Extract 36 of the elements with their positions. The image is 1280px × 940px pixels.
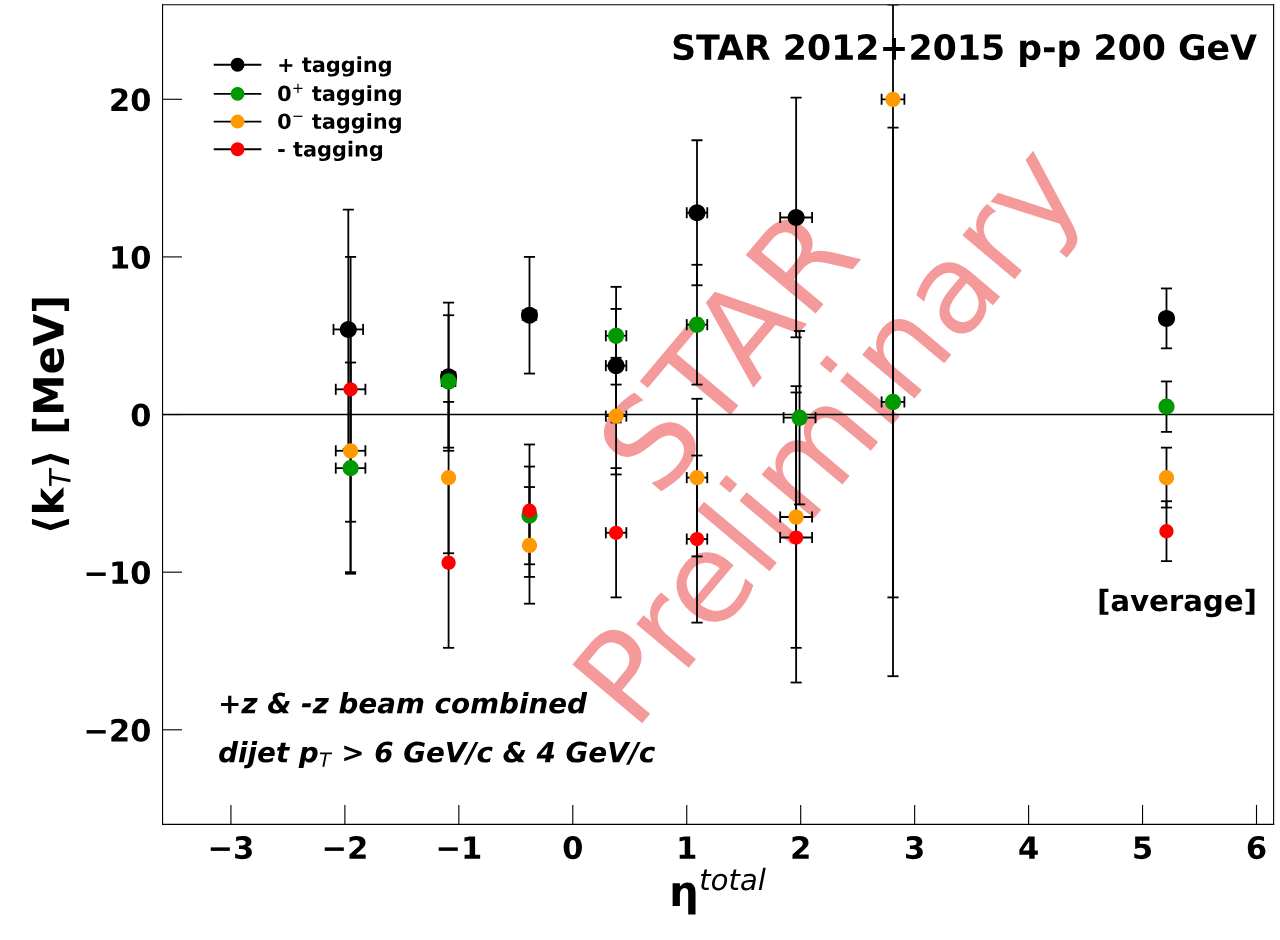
point	[1158, 398, 1175, 415]
y-tick-label: −20	[86, 718, 150, 742]
point	[343, 382, 358, 397]
legend-label: - tagging	[278, 140, 383, 162]
y-tick-label: 20	[111, 88, 150, 112]
x-tick-label: 0	[563, 836, 582, 860]
point	[1157, 309, 1175, 327]
y-tick-label: 10	[112, 245, 150, 269]
x-tick-label: −2	[324, 836, 366, 859]
point	[339, 320, 357, 338]
legend-label: 0$^{−}$ tagging	[278, 113, 401, 134]
point	[342, 460, 359, 477]
x-tick-label: 1	[679, 836, 696, 859]
point	[521, 537, 538, 553]
legend-label: + tagging	[279, 56, 391, 77]
point	[440, 469, 457, 486]
annotation: dijet p$_{T}$ > 6 GeV/c & 4 GeV/c	[219, 741, 655, 769]
annotation: [average]	[1099, 588, 1255, 618]
point	[342, 443, 359, 459]
x-tick-label: −3	[210, 836, 252, 860]
point	[441, 555, 456, 570]
x-tick-label: 4	[1019, 836, 1038, 859]
point	[522, 503, 537, 518]
point	[1159, 524, 1174, 539]
point	[1158, 469, 1175, 486]
point	[885, 91, 901, 107]
x-tick-label: 2	[792, 836, 809, 859]
x-tick-label: 3	[906, 836, 923, 860]
y-axis-title: ⟨k$_{T}$⟩ [MeV]	[31, 298, 71, 531]
y-tick-label: −10	[86, 561, 150, 585]
x-tick-label: 6	[1247, 836, 1266, 860]
legend-label: 0$^{+}$ tagging	[278, 83, 401, 106]
y-tick-label: 0	[131, 403, 150, 427]
x-axis-title: η$^{total}$	[672, 867, 766, 915]
x-tick-label: −1	[438, 836, 481, 859]
x-tick-label: 5	[1134, 836, 1152, 860]
